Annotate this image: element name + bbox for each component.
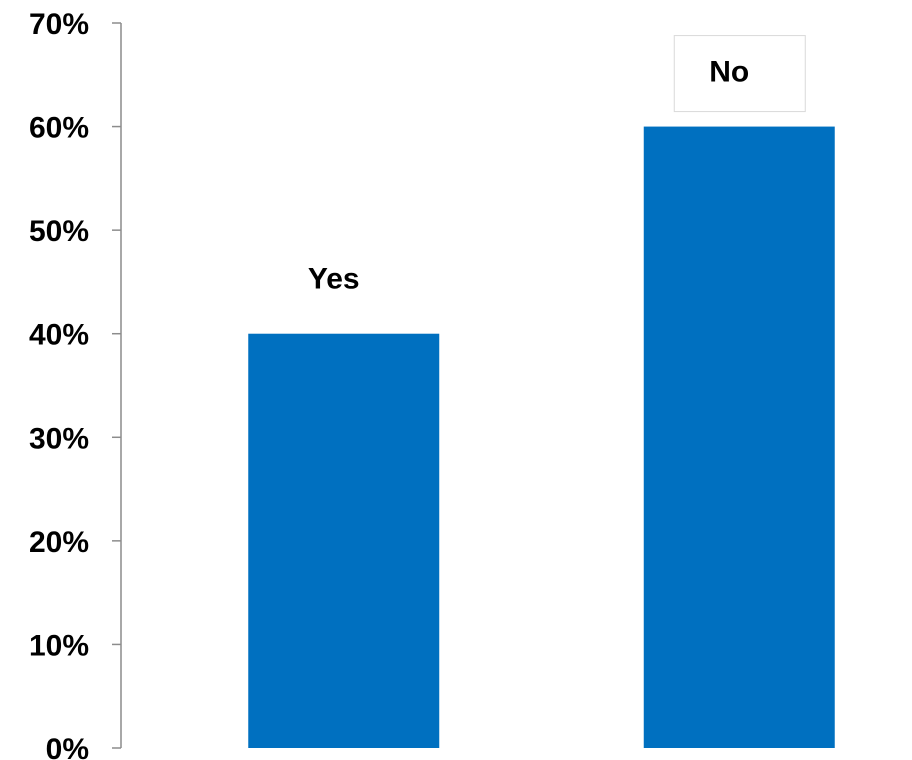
bar-label-no: No	[709, 56, 749, 89]
bar-label-yes: Yes	[308, 263, 360, 296]
bar-label-box	[673, 35, 806, 113]
bars	[248, 126, 835, 749]
y-tick-label: 20%	[29, 526, 89, 559]
y-tick-label: 50%	[29, 215, 89, 248]
y-tick-label: 40%	[29, 319, 89, 352]
y-tick-label: 0%	[46, 733, 89, 760]
y-tick-label: 60%	[29, 112, 89, 145]
y-tick-label: 30%	[29, 422, 89, 455]
y-tick-label: 10%	[29, 629, 89, 662]
bar-labels: Yes No	[308, 35, 806, 296]
bar-no	[643, 126, 835, 749]
y-tick-label: 70%	[29, 8, 89, 41]
bar-yes	[248, 333, 440, 748]
y-axis: 0% 10% 20% 30% 40% 50% 60% 70%	[29, 8, 122, 760]
